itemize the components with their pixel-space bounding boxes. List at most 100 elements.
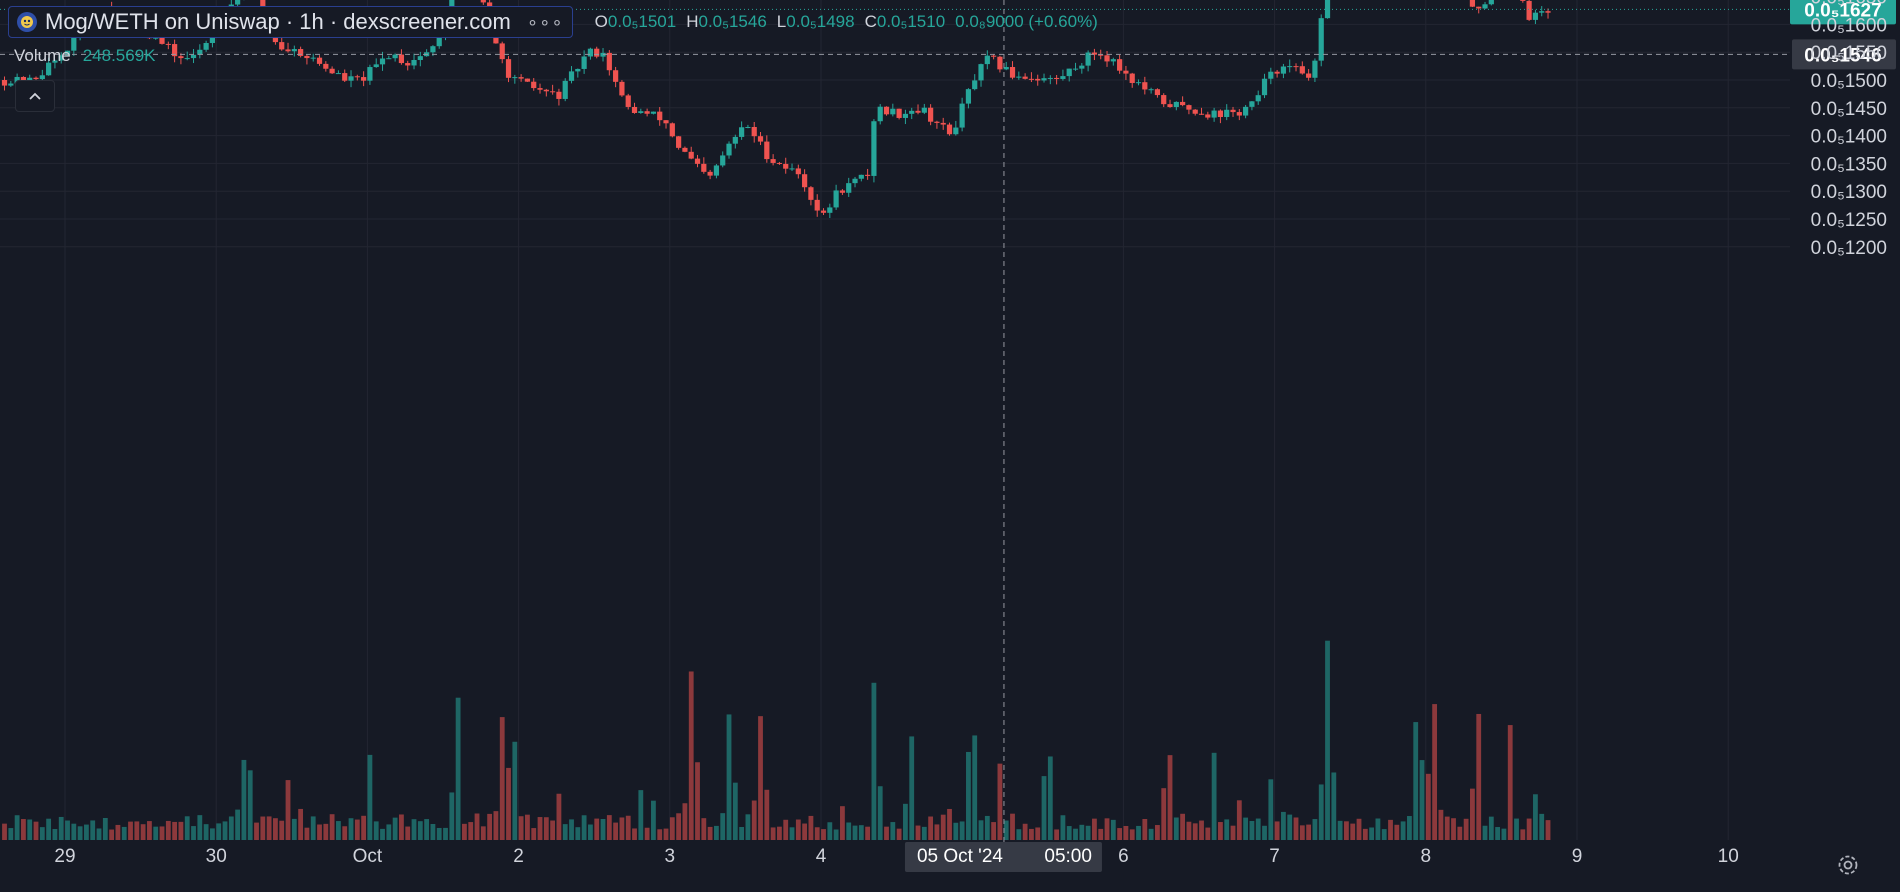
- volume-bar-down: [934, 824, 940, 840]
- volume-bar-up: [1249, 820, 1255, 840]
- volume-bar-down: [159, 826, 165, 840]
- volume-bar-up: [90, 820, 96, 840]
- volume-bar-down: [172, 821, 178, 840]
- candle-down: [285, 49, 291, 52]
- volume-bar-down: [802, 823, 808, 840]
- candle-up: [827, 207, 833, 213]
- candle-down: [594, 48, 600, 57]
- symbol-title-box[interactable]: Mog/WETH on Uniswap · 1h · dexscreener.c…: [8, 6, 573, 38]
- volume-bar-down: [260, 816, 266, 840]
- candle-down: [1198, 113, 1205, 115]
- more-options-icon[interactable]: ∘∘∘: [526, 11, 564, 32]
- volume-bar-down: [109, 829, 115, 840]
- y-axis-label: 0.0₅1200: [1811, 238, 1887, 259]
- volume-bar-down: [1432, 704, 1438, 840]
- candle-down: [1154, 89, 1161, 96]
- volume-bar-down: [777, 826, 782, 840]
- candle-down: [934, 121, 940, 123]
- volume-bar-up: [222, 821, 228, 840]
- candle-down: [896, 108, 902, 118]
- volume-bar-down: [1186, 821, 1192, 840]
- candle-down: [556, 91, 562, 99]
- volume-bar-up: [1066, 826, 1072, 840]
- volume-bar-up: [1400, 821, 1406, 840]
- candle-down: [619, 81, 625, 96]
- volume-bar-down: [543, 817, 549, 840]
- volume-bar-down: [1306, 824, 1312, 840]
- volume-bar-up: [1255, 818, 1261, 840]
- ohlc-value: 0.0₅1546: [698, 12, 767, 31]
- settings-button[interactable]: [1835, 852, 1861, 878]
- ohlc-item: L0.0₅1498: [777, 12, 855, 32]
- x-axis-label: 30: [206, 846, 227, 867]
- candle-down: [991, 55, 997, 57]
- candle-up: [965, 89, 972, 104]
- candle-down: [669, 123, 675, 137]
- volume-legend: Volume 248.569K: [14, 46, 156, 66]
- volume-value: 248.569K: [82, 46, 156, 65]
- volume-bar-down: [266, 816, 272, 840]
- crosshair-date-label: 05 Oct '24: [917, 846, 1003, 867]
- candle-down: [865, 174, 871, 176]
- collapse-button[interactable]: [15, 80, 55, 112]
- candle-down: [1142, 82, 1148, 90]
- volume-bar-up: [71, 823, 77, 840]
- volume-bar-down: [518, 816, 524, 840]
- volume-bar-down: [1344, 821, 1349, 840]
- volume-bar-down: [606, 815, 612, 840]
- volume-bar-down: [556, 793, 562, 840]
- candle-up: [587, 48, 594, 57]
- volume-bar-down: [531, 828, 537, 840]
- candle-down: [1293, 66, 1299, 68]
- candle-down: [405, 63, 411, 66]
- volume-bar-down: [1129, 829, 1135, 840]
- candle-down: [1306, 73, 1312, 78]
- volume-bar-up: [367, 754, 373, 840]
- candle-down: [354, 76, 360, 78]
- x-axis-label: 7: [1269, 846, 1280, 867]
- volume-bar-down: [487, 813, 493, 840]
- volume-bar-down: [1299, 825, 1305, 840]
- candle-down: [531, 81, 537, 89]
- candle-up: [367, 67, 373, 81]
- candle-up: [235, 0, 241, 5]
- volume-bar-down: [304, 827, 310, 840]
- volume-bar-down: [1035, 827, 1041, 840]
- volume-bar-up: [714, 825, 719, 840]
- last-price-label-bg: [1790, 0, 1896, 25]
- candle-up: [877, 106, 883, 122]
- volume-bar-down: [342, 826, 348, 840]
- volume-bar-down: [1293, 817, 1299, 840]
- volume-bar-down: [33, 821, 39, 840]
- x-axis-label: 29: [54, 846, 75, 867]
- candle-up: [46, 62, 52, 76]
- volume-bar-down: [707, 826, 713, 840]
- volume-bar-up: [77, 826, 83, 840]
- candle-down: [802, 174, 808, 188]
- candle-up: [190, 54, 197, 59]
- volume-bar-down: [1236, 800, 1242, 840]
- volume-bar-down: [537, 817, 543, 840]
- y-axis-label: 0.0₅1400: [1811, 127, 1887, 148]
- candle-down: [613, 70, 619, 82]
- volume-bar-up: [966, 751, 971, 840]
- volume-bar-down: [928, 816, 934, 840]
- volume-bar-up: [197, 815, 203, 840]
- volume-bar-down: [1526, 818, 1532, 840]
- volume-bar-down: [884, 826, 889, 840]
- candle-up: [1249, 101, 1255, 107]
- candle-up: [720, 155, 726, 166]
- volume-bar-down: [1117, 828, 1123, 840]
- candle-up: [902, 113, 909, 118]
- volume-bar-up: [39, 827, 45, 840]
- volume-bar-up: [191, 826, 196, 840]
- volume-bar-up: [600, 818, 606, 840]
- volume-bar-down: [254, 822, 259, 840]
- ohlc-values: O0.0₅1501 H0.0₅1546 L0.0₅1498 C0.0₅1510 0.0₈…: [595, 12, 1098, 32]
- candle-down: [323, 63, 329, 69]
- candle-down: [795, 168, 801, 175]
- last-price-label: 0.0₅1627: [1804, 0, 1881, 21]
- volume-bar-up: [380, 828, 385, 840]
- chart-legend: Mog/WETH on Uniswap · 1h · dexscreener.c…: [8, 6, 1098, 38]
